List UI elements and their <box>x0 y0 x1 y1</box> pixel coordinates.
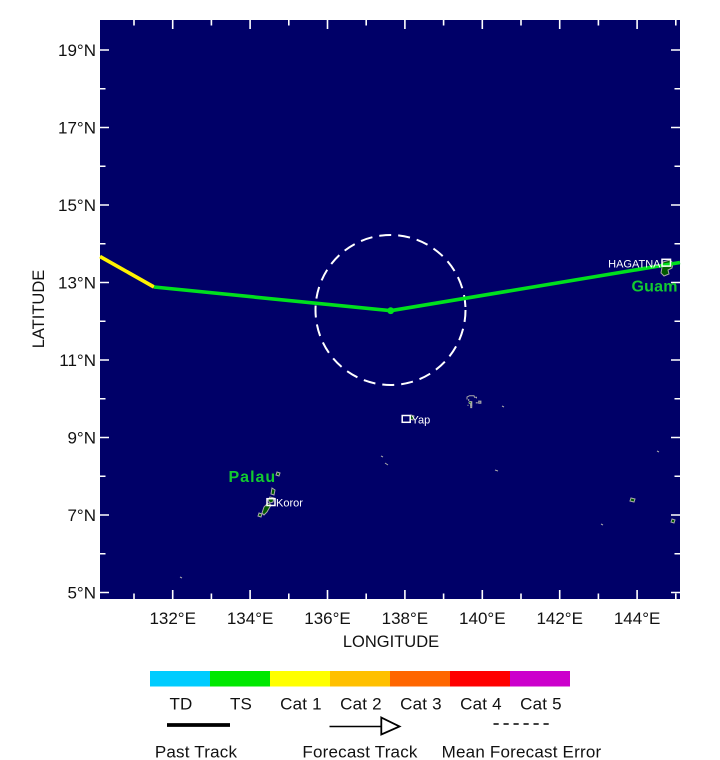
svg-text:138°E: 138°E <box>382 609 429 628</box>
svg-text:Palau: Palau <box>229 469 277 486</box>
svg-text:144°E: 144°E <box>614 609 661 628</box>
svg-text:LATITUDE: LATITUDE <box>30 270 48 349</box>
svg-text:TD: TD <box>169 695 192 714</box>
svg-text:13°N: 13°N <box>58 274 96 293</box>
svg-text:Past Track: Past Track <box>155 743 238 760</box>
svg-text:5°N: 5°N <box>67 584 96 603</box>
svg-text:11°N: 11°N <box>59 351 96 370</box>
svg-text:142°E: 142°E <box>536 609 583 628</box>
svg-text:Koror: Koror <box>276 498 303 510</box>
svg-text:TS: TS <box>230 695 252 714</box>
svg-text:134°E: 134°E <box>227 609 274 628</box>
svg-text:LONGITUDE: LONGITUDE <box>343 633 439 651</box>
svg-text:Cat 5: Cat 5 <box>520 695 562 714</box>
svg-text:HAGATNA: HAGATNA <box>608 258 661 270</box>
svg-text:17°N: 17°N <box>58 119 96 138</box>
svg-text:132°E: 132°E <box>149 609 196 628</box>
svg-text:140°E: 140°E <box>459 609 506 628</box>
svg-text:Cat 3: Cat 3 <box>400 695 442 714</box>
svg-text:Cat 2: Cat 2 <box>340 695 382 714</box>
svg-text:7°N: 7°N <box>67 506 96 525</box>
svg-text:Cat 4: Cat 4 <box>460 695 502 714</box>
svg-text:15°N: 15°N <box>58 196 96 215</box>
svg-text:Cat 1: Cat 1 <box>280 695 322 714</box>
svg-text:Mean Forecast Error: Mean Forecast Error <box>442 743 602 760</box>
svg-text:Forecast Track: Forecast Track <box>302 743 418 760</box>
svg-text:Guam: Guam <box>632 279 678 296</box>
svg-text:Yap: Yap <box>412 414 431 426</box>
svg-text:136°E: 136°E <box>304 609 351 628</box>
svg-text:19°N: 19°N <box>58 41 96 60</box>
svg-text:9°N: 9°N <box>67 429 96 448</box>
